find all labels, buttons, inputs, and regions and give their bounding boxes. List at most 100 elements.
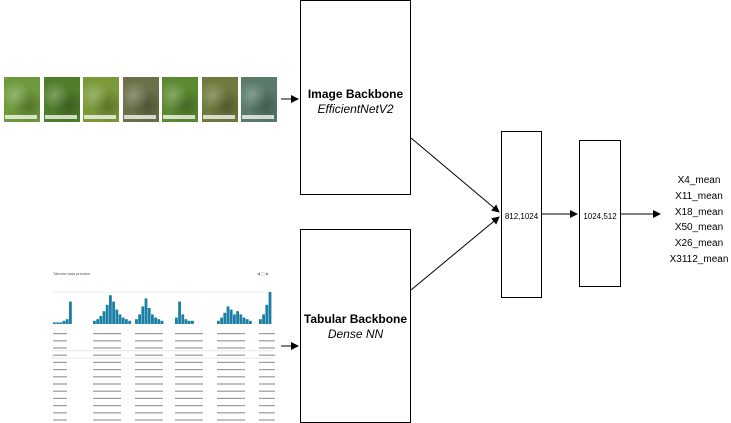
histogram-bar [157, 319, 161, 324]
table-cell [259, 354, 275, 356]
table-cell [217, 361, 245, 363]
table-cell [53, 412, 67, 414]
table-cell [217, 354, 245, 356]
tabular-backbone-box: Tabular Backbone Dense NN [300, 229, 411, 423]
tabular-backbone-subtitle: Dense NN [327, 327, 384, 341]
table-preview-header: Tabular data preview [53, 271, 90, 276]
table-cell [259, 383, 275, 385]
table-cell [175, 419, 203, 421]
histogram-bar [226, 306, 230, 324]
table-cell [53, 361, 67, 363]
table-cell [175, 405, 203, 407]
output-label: X3112_mean [669, 253, 729, 265]
table-cell [53, 419, 67, 421]
image-backbone-title: Image Backbone [307, 87, 404, 101]
table-cell [175, 333, 203, 335]
table-cell [259, 340, 275, 342]
table-cell [93, 412, 121, 414]
table-cell [135, 383, 163, 385]
table-cell [259, 361, 275, 363]
histogram-bar [191, 320, 194, 324]
table-cell [175, 369, 203, 371]
table-cell [259, 405, 275, 407]
histogram-bar [154, 317, 157, 324]
table-cell [175, 354, 203, 356]
table-cell [135, 412, 163, 414]
table-cell [217, 397, 245, 399]
image-backbone-subtitle: EfficientNetV2 [317, 102, 394, 116]
table-cell [93, 390, 121, 392]
table-cell [53, 369, 67, 371]
histogram-bar [141, 306, 145, 324]
table-cell [53, 347, 67, 349]
histogram-bar [223, 312, 227, 324]
output-label: X4_mean [677, 175, 721, 186]
histogram-bar [118, 314, 122, 324]
table-cell [259, 412, 275, 414]
plant-image [83, 77, 119, 122]
table-cell [135, 405, 163, 407]
table-cell [53, 333, 67, 335]
table-cell [259, 390, 275, 392]
histogram-bar [217, 320, 220, 324]
histogram-bar [239, 314, 243, 324]
table-cell [259, 333, 275, 335]
table-cell [93, 419, 121, 421]
tabular-backbone-title: Tabular Backbone [303, 312, 408, 326]
table-cell [135, 419, 163, 421]
table-cell [217, 340, 245, 342]
histogram-bar [109, 295, 112, 324]
table-cell [259, 369, 275, 371]
arrow-image-backbone-to-dense1 [410, 137, 500, 213]
table-cell [175, 340, 203, 342]
dense-layer-1: 812,1024 [501, 131, 542, 298]
histogram-bar [181, 314, 185, 324]
table-cell [53, 405, 67, 407]
table-cell [93, 361, 121, 363]
histogram-bar [102, 311, 106, 324]
table-cell [175, 383, 203, 385]
plant-image [162, 77, 198, 122]
output-label: X11_mean [675, 190, 723, 202]
histogram-bar [144, 298, 148, 324]
histogram-bar [59, 322, 63, 324]
table-cell [175, 397, 203, 399]
table-cell [135, 347, 163, 349]
histogram-bar [262, 314, 265, 324]
table-cell [175, 412, 203, 414]
plant-image [44, 77, 80, 122]
table-cell [217, 390, 245, 392]
histogram-bar [259, 319, 262, 324]
table-cell [259, 397, 275, 399]
histogram-bar [160, 320, 164, 324]
histogram-bar [128, 320, 131, 324]
table-cell [53, 354, 67, 356]
table-cell [53, 383, 67, 385]
table-cell [259, 376, 275, 378]
histogram-bar [138, 314, 141, 324]
table-cell [93, 369, 121, 371]
plant-image [202, 77, 238, 122]
table-cell [217, 405, 245, 407]
histogram-bar [147, 308, 151, 324]
table-cell [93, 405, 121, 407]
histogram-bar [151, 314, 154, 324]
table-cell [217, 333, 245, 335]
histogram-bar [135, 319, 138, 324]
arrow-tabular-backbone-to-dense1 [410, 216, 500, 291]
table-cell [53, 390, 67, 392]
histogram-bar [249, 320, 252, 324]
table-preview-controls: ◀ ▢ ▶ [256, 271, 269, 276]
image-backbone-box: Image Backbone EfficientNetV2 [300, 0, 411, 195]
table-cell [93, 397, 121, 399]
table-cell [217, 383, 245, 385]
histogram-bar [187, 320, 191, 324]
histogram-bar [245, 319, 249, 324]
table-cell [53, 397, 67, 399]
histogram-bar [233, 314, 236, 324]
table-cell [217, 419, 245, 421]
table-cell [135, 333, 163, 335]
table-cell [175, 376, 203, 378]
table-cell [93, 376, 121, 378]
